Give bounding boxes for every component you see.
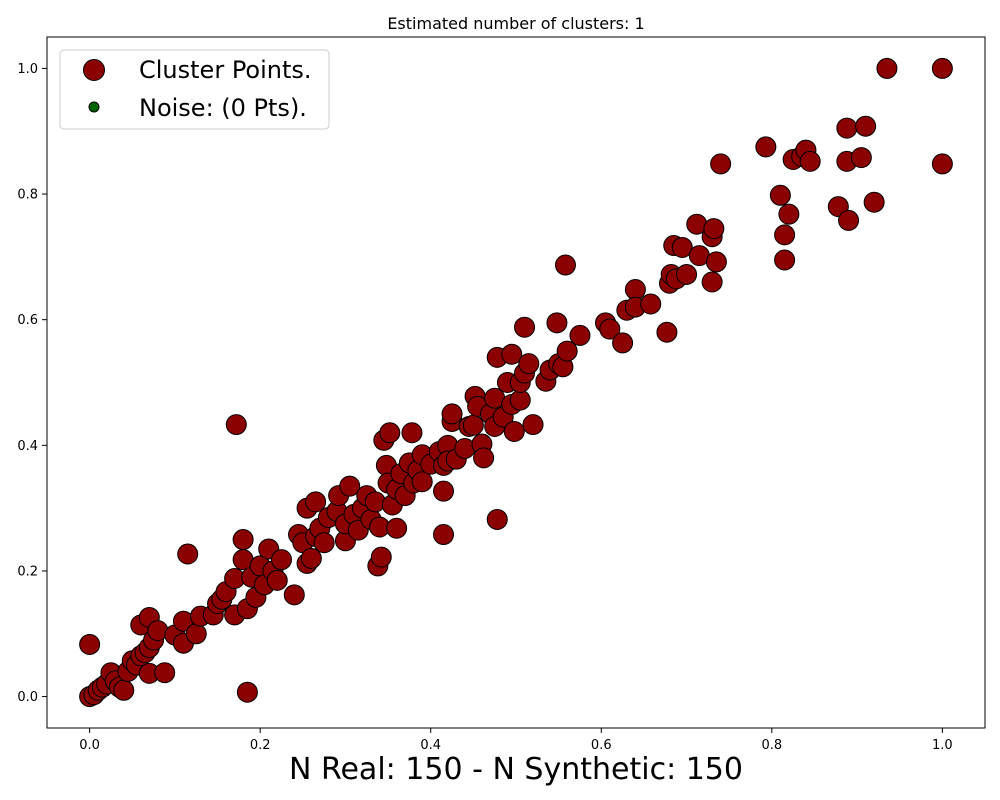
data-point xyxy=(433,480,455,502)
data-point xyxy=(931,153,953,175)
data-point xyxy=(300,547,322,569)
data-point xyxy=(154,662,176,684)
data-point xyxy=(401,422,423,444)
y-tick-label: 0.8 xyxy=(17,188,38,203)
cluster-points xyxy=(79,57,953,708)
data-point xyxy=(462,414,484,436)
data-point xyxy=(701,271,723,293)
legend-marker-cluster xyxy=(83,59,105,81)
data-point xyxy=(656,321,678,343)
data-point xyxy=(473,447,495,469)
data-point xyxy=(232,529,254,551)
data-point xyxy=(305,491,327,513)
data-point xyxy=(569,324,591,346)
data-point xyxy=(503,421,525,442)
data-point xyxy=(271,549,292,571)
data-point xyxy=(433,524,455,546)
legend-label-cluster: Cluster Points. xyxy=(139,56,312,84)
data-point xyxy=(554,254,576,276)
data-point xyxy=(266,569,288,591)
data-point xyxy=(850,147,872,169)
data-point xyxy=(855,115,877,137)
y-tick-label: 0.0 xyxy=(17,690,38,705)
x-tick-label: 1.0 xyxy=(932,738,953,753)
y-axis: 0.0 0.2 0.4 0.6 0.8 1.0 xyxy=(17,62,47,705)
y-tick-label: 1.0 xyxy=(17,62,38,77)
data-point xyxy=(370,546,392,568)
legend-marker-noise xyxy=(88,101,100,113)
x-axis-label: N Real: 150 - N Synthetic: 150 xyxy=(289,752,743,787)
data-point xyxy=(710,153,732,175)
data-point xyxy=(755,136,777,158)
data-point xyxy=(518,353,540,375)
data-point xyxy=(703,218,725,240)
data-point xyxy=(612,332,634,354)
data-point xyxy=(640,293,662,315)
data-point xyxy=(339,475,361,497)
x-tick-label: 0.0 xyxy=(79,738,100,753)
data-point xyxy=(876,57,898,79)
data-point xyxy=(522,414,544,436)
data-point xyxy=(379,422,401,444)
data-point xyxy=(364,491,386,513)
data-point xyxy=(79,633,101,655)
data-point xyxy=(514,316,536,338)
data-point xyxy=(676,263,698,285)
data-point xyxy=(705,251,727,273)
data-point xyxy=(313,532,335,554)
x-tick-label: 0.6 xyxy=(591,738,612,753)
y-tick-label: 0.6 xyxy=(17,313,38,328)
legend: Cluster Points. Noise: (0 Pts). xyxy=(59,49,330,130)
data-point xyxy=(386,517,408,539)
chart-title: Estimated number of clusters: 1 xyxy=(387,14,644,33)
legend-label-noise: Noise: (0 Pts). xyxy=(139,94,307,122)
data-point xyxy=(236,681,258,703)
data-point xyxy=(624,279,646,301)
x-tick-label: 0.2 xyxy=(250,738,271,753)
data-point xyxy=(778,203,800,225)
data-point xyxy=(799,150,821,172)
data-point xyxy=(599,318,621,340)
data-point xyxy=(185,623,207,645)
data-point xyxy=(836,117,858,139)
data-point xyxy=(177,543,199,565)
data-point xyxy=(501,343,523,365)
data-point xyxy=(774,249,796,271)
y-tick-label: 0.2 xyxy=(17,564,38,579)
data-point xyxy=(283,584,305,606)
data-point xyxy=(769,184,791,206)
y-tick-label: 0.4 xyxy=(17,439,38,454)
data-point xyxy=(546,312,568,334)
data-point xyxy=(411,471,433,493)
x-tick-label: 0.4 xyxy=(420,738,441,753)
data-point xyxy=(931,57,953,79)
data-point xyxy=(863,191,885,213)
plot-area xyxy=(46,36,986,729)
data-point xyxy=(556,340,578,362)
x-tick-label: 0.8 xyxy=(761,738,782,753)
data-point xyxy=(441,403,463,425)
data-point xyxy=(113,679,135,701)
data-point xyxy=(509,389,531,411)
data-point xyxy=(225,414,247,436)
data-point xyxy=(774,224,796,246)
x-axis: 0.0 0.2 0.4 0.6 0.8 1.0 xyxy=(79,728,953,753)
data-point xyxy=(671,236,693,258)
legend-box xyxy=(59,49,330,130)
data-point xyxy=(838,209,860,231)
data-point xyxy=(486,508,508,530)
